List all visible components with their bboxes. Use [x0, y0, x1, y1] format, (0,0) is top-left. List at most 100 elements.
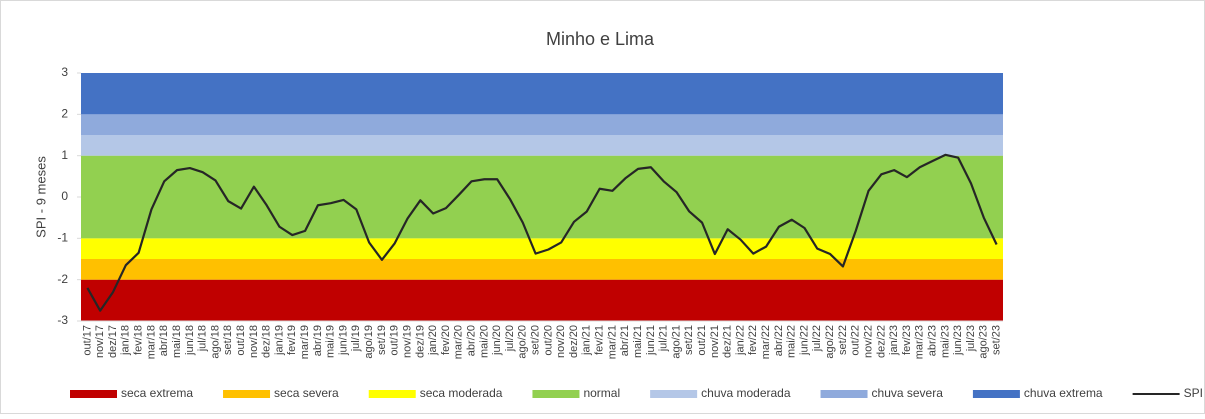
- x-tick-label: nov/21: [709, 325, 721, 358]
- band: [81, 238, 1003, 259]
- legend-label: chuva moderada: [701, 386, 791, 400]
- x-tick-label: nov/22: [862, 325, 874, 358]
- x-tick-label: mai/23: [939, 325, 951, 358]
- x-tick-label: abr/18: [158, 325, 170, 356]
- legend-swatch: [532, 390, 580, 398]
- x-tick-label: mai/19: [325, 325, 337, 358]
- band: [81, 279, 1003, 321]
- x-tick-label: jan/18: [120, 325, 132, 356]
- legend-swatch: [368, 390, 416, 398]
- x-tick-label: mai/20: [478, 325, 490, 358]
- x-tick-label: dez/20: [568, 325, 580, 358]
- x-tick-label: jul/22: [811, 325, 823, 352]
- x-tick-label: jan/21: [581, 325, 593, 356]
- x-tick-label: mar/19: [299, 325, 311, 359]
- x-tick-label: jul/20: [504, 325, 516, 352]
- band: [81, 259, 1003, 280]
- x-tick-label: fev/18: [133, 325, 145, 355]
- x-tick-label: fev/23: [901, 325, 913, 355]
- x-tick-label: mar/20: [453, 325, 465, 359]
- x-tick-label: out/22: [850, 325, 862, 356]
- legend-swatch: [820, 390, 868, 398]
- y-axis-label: SPI - 9 meses: [33, 156, 48, 238]
- y-tick-label: -2: [57, 272, 68, 286]
- x-tick-label: nov/19: [401, 325, 413, 358]
- band: [81, 73, 1003, 115]
- x-tick-label: set/20: [530, 325, 542, 355]
- x-tick-label: mar/22: [760, 325, 772, 359]
- band: [81, 155, 1003, 239]
- x-tick-label: jul/18: [197, 325, 209, 352]
- x-tick-label: ago/18: [209, 325, 221, 359]
- legend-label: chuva extrema: [1024, 386, 1103, 400]
- x-tick-label: out/20: [542, 325, 554, 356]
- x-tick-label: nov/18: [248, 325, 260, 358]
- y-tick-label: 3: [61, 65, 68, 79]
- x-tick-label: ago/20: [517, 325, 529, 359]
- legend-label: SPI 9 - Minho/Lima: [1184, 386, 1205, 400]
- x-tick-label: set/21: [683, 325, 695, 355]
- x-tick-label: abr/20: [465, 325, 477, 356]
- x-tick-label: dez/22: [875, 325, 887, 358]
- x-tick-label: ago/19: [363, 325, 375, 359]
- x-tick-label: abr/23: [926, 325, 938, 356]
- legend-label: seca moderada: [420, 386, 503, 400]
- x-tick-label: jun/18: [184, 325, 196, 356]
- x-tick-label: out/17: [81, 325, 93, 356]
- legend-swatch: [650, 390, 698, 398]
- x-tick-label: abr/21: [619, 325, 631, 356]
- x-tick-label: jun/22: [798, 325, 810, 356]
- x-tick-label: ago/23: [978, 325, 990, 359]
- x-tick-label: out/21: [696, 325, 708, 356]
- x-tick-label: set/22: [837, 325, 849, 355]
- x-tick-label: fev/20: [440, 325, 452, 355]
- x-tick-label: jun/23: [952, 325, 964, 356]
- x-tick-label: nov/20: [555, 325, 567, 358]
- x-tick-label: abr/19: [312, 325, 324, 356]
- legend-label: seca severa: [274, 386, 339, 400]
- chart-title: Minho e Lima: [546, 29, 655, 49]
- x-tick-label: jan/23: [888, 325, 900, 356]
- x-tick-label: set/18: [222, 325, 234, 355]
- x-tick-label: jan/20: [427, 325, 439, 356]
- x-tick-label: set/19: [376, 325, 388, 355]
- y-tick-label: 2: [61, 107, 68, 121]
- x-tick-label: dez/19: [414, 325, 426, 358]
- legend-swatch: [972, 390, 1020, 398]
- x-tick-label: ago/22: [824, 325, 836, 359]
- legend-label: seca extrema: [121, 386, 193, 400]
- legend-label: normal: [583, 386, 620, 400]
- x-tick-label: jan/19: [273, 325, 285, 356]
- x-tick-label: out/19: [389, 325, 401, 356]
- x-tick-label: mai/18: [171, 325, 183, 358]
- line: [86, 153, 998, 312]
- y-tick-label: -1: [57, 231, 68, 245]
- y-tick-label: 0: [61, 189, 68, 203]
- x-tick-label: out/18: [235, 325, 247, 356]
- x-tick-label: jun/19: [337, 325, 349, 356]
- x-tick-label: fev/19: [286, 325, 298, 355]
- x-tick-label: dez/21: [722, 325, 734, 358]
- x-tick-label: fev/22: [747, 325, 759, 355]
- legend-label: chuva severa: [872, 386, 944, 400]
- x-tick-label: dez/17: [107, 325, 119, 358]
- x-tick-label: mai/21: [632, 325, 644, 358]
- x-tick-label: jan/22: [734, 325, 746, 356]
- band: [81, 114, 1003, 135]
- x-tick-label: jun/21: [645, 325, 657, 356]
- x-tick-label: jul/21: [658, 325, 670, 352]
- x-tick-label: mar/18: [145, 325, 157, 359]
- x-tick-label: jun/20: [491, 325, 503, 356]
- x-tick-label: dez/18: [261, 325, 273, 358]
- x-tick-label: fev/21: [594, 325, 606, 355]
- legend-swatch: [70, 390, 117, 398]
- x-tick-label: mai/22: [786, 325, 798, 358]
- y-tick-label: 1: [61, 148, 68, 162]
- x-tick-label: abr/22: [773, 325, 785, 356]
- x-tick-label: ago/21: [670, 325, 682, 359]
- x-tick-label: jul/19: [350, 325, 362, 352]
- x-tick-label: nov/17: [94, 325, 106, 358]
- x-tick-label: mar/23: [914, 325, 926, 359]
- x-tick-label: jul/23: [965, 325, 977, 352]
